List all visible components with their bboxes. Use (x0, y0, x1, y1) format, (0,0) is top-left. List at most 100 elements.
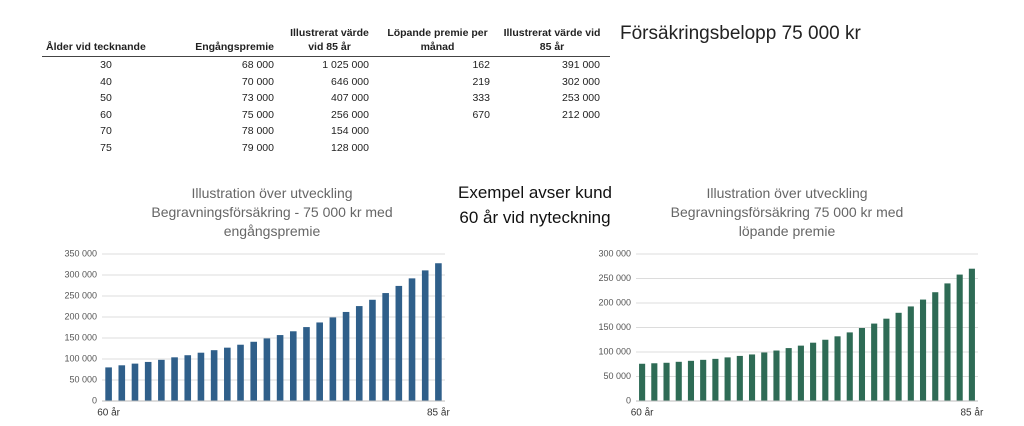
column-header: Löpande premie per månad (381, 26, 494, 57)
column-header: Engångspremie (170, 26, 278, 57)
table-row: 40 70 000 646 000 219 302 000 (42, 74, 610, 91)
table-cell: 670 (472, 108, 490, 121)
bar (748, 354, 756, 401)
x-tick-label: 60 år (97, 407, 120, 419)
bar (675, 361, 682, 401)
table-cell: 79 000 (241, 141, 274, 154)
y-tick-label: 250 000 (64, 290, 97, 300)
table-cell: 68 000 (241, 59, 274, 72)
table-cell: 256 000 (331, 108, 369, 121)
y-tick-label: 100 000 (64, 353, 97, 363)
bar (883, 318, 890, 401)
bar (919, 299, 927, 401)
bar (105, 367, 112, 401)
table-cell: 212 000 (562, 108, 600, 121)
y-tick-label: 300 000 (598, 248, 631, 258)
bar (316, 322, 323, 401)
y-tick-label: 250 000 (598, 273, 631, 283)
y-tick-label: 150 000 (598, 322, 631, 332)
table-cell: 60 (100, 108, 112, 121)
bar (250, 341, 258, 401)
column-header: Illustrerat värde vid 85 år (278, 26, 381, 57)
table-cell: 646 000 (331, 75, 369, 88)
bar (736, 355, 743, 401)
bar (131, 363, 139, 401)
bar (785, 348, 792, 401)
bar (158, 359, 165, 401)
bar (144, 361, 152, 401)
table-row: 60 75 000 256 000 670 212 000 (42, 107, 610, 124)
bar (395, 285, 403, 401)
y-tick-label: 300 000 (64, 269, 97, 279)
bar (663, 362, 670, 401)
chart-title: Illustration över utveckling Begravnings… (151, 185, 393, 239)
bar (263, 338, 271, 401)
bar (651, 363, 658, 401)
bar (342, 311, 350, 401)
y-tick-label: 150 000 (64, 332, 97, 342)
table-cell: 128 000 (331, 141, 369, 154)
y-tick-label: 350 000 (64, 248, 97, 258)
y-tick-label: 200 000 (598, 297, 631, 307)
bar (210, 350, 218, 401)
table-cell: 333 (472, 92, 490, 105)
bar (932, 292, 939, 401)
bar (700, 359, 707, 401)
table-cell: 73 000 (241, 92, 274, 105)
table-cell: 30 (100, 59, 112, 72)
table-cell: 391 000 (562, 59, 600, 72)
chart-title: Illustration över utveckling Begravnings… (670, 185, 904, 239)
table-row: 50 73 000 407 000 333 253 000 (42, 90, 610, 107)
bar (369, 299, 376, 401)
bar (303, 327, 310, 401)
x-tick-label: 85 år (960, 407, 983, 419)
table-cell: 40 (100, 75, 112, 88)
bar (822, 339, 829, 401)
bar (907, 306, 914, 401)
note: Exempel avser kund 60 år vid nyteckning (457, 183, 613, 227)
table-cell: 407 000 (331, 92, 369, 105)
bar (184, 355, 192, 401)
y-tick-label: 50 000 (603, 371, 631, 381)
column-header: Ålder vid tecknande (42, 26, 170, 57)
table-row: 75 79 000 128 000 (42, 140, 610, 157)
bar (797, 345, 804, 401)
y-tick-label: 0 (626, 395, 631, 405)
bar (435, 263, 442, 401)
bar (289, 331, 297, 401)
bar (871, 323, 878, 401)
table-cell: 1 025 000 (322, 59, 369, 72)
bar (773, 350, 780, 401)
table-cell: 219 (472, 75, 490, 88)
x-tick-label: 60 år (631, 407, 654, 419)
y-tick-label: 100 000 (598, 346, 631, 356)
bar (846, 332, 853, 401)
bar (382, 293, 389, 401)
bar (276, 335, 284, 401)
x-tick-label: 85 år (427, 407, 450, 419)
table-header: Ålder vid tecknande Engångspremie Illustre… (42, 26, 610, 57)
bar (810, 342, 817, 401)
bar (329, 317, 337, 401)
table-cell: 50 (100, 92, 112, 105)
bar (687, 360, 695, 401)
table-cell: 78 000 (241, 125, 274, 138)
table-cell: 302 000 (562, 75, 600, 88)
bar (956, 274, 963, 401)
table-cell: 70 000 (241, 75, 274, 88)
bar (944, 283, 951, 401)
table-cell: 75 (100, 141, 112, 154)
table-cell: 70 (100, 125, 112, 138)
table-cell: 253 000 (562, 92, 600, 105)
heading: Försäkringsbelopp 75 000 kr (620, 23, 861, 44)
bar (834, 336, 841, 401)
table-cell: 154 000 (331, 125, 369, 138)
bar (355, 306, 363, 401)
table-cell: 75 000 (241, 108, 274, 121)
bar (224, 347, 231, 401)
table-body: 30 68 000 1 025 000 162 391 000 40 70 000 646 0… (42, 57, 610, 157)
bar (118, 365, 126, 401)
bar (968, 268, 975, 401)
